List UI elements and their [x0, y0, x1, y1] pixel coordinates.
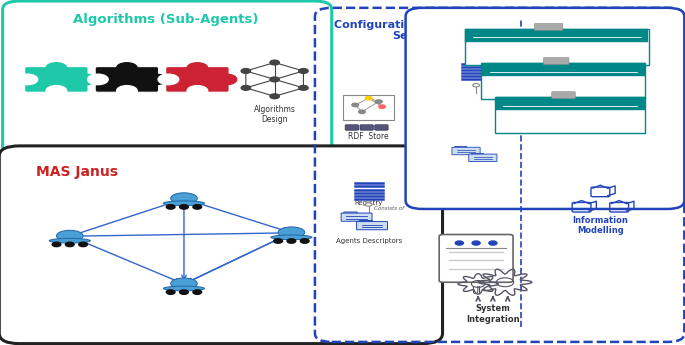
- Text: UI: UI: [471, 286, 481, 296]
- Circle shape: [375, 100, 382, 103]
- FancyBboxPatch shape: [95, 67, 159, 92]
- FancyBboxPatch shape: [469, 154, 497, 161]
- FancyBboxPatch shape: [551, 92, 575, 99]
- Text: Configuration & Execution
Service: Configuration & Execution Service: [334, 20, 498, 41]
- Circle shape: [270, 60, 279, 65]
- Circle shape: [456, 241, 463, 245]
- Ellipse shape: [271, 235, 312, 240]
- FancyBboxPatch shape: [375, 125, 388, 130]
- FancyBboxPatch shape: [359, 220, 373, 224]
- Circle shape: [489, 241, 497, 245]
- Circle shape: [166, 205, 175, 209]
- Text: Registry: Registry: [462, 81, 490, 87]
- FancyBboxPatch shape: [341, 213, 372, 221]
- Circle shape: [17, 74, 38, 85]
- Circle shape: [241, 86, 251, 90]
- Circle shape: [193, 205, 201, 209]
- Circle shape: [75, 74, 96, 85]
- FancyBboxPatch shape: [452, 147, 480, 155]
- Ellipse shape: [171, 193, 197, 204]
- FancyBboxPatch shape: [495, 98, 645, 133]
- FancyBboxPatch shape: [25, 67, 88, 92]
- Circle shape: [187, 86, 208, 96]
- Circle shape: [270, 77, 279, 82]
- Text: Consists of: Consists of: [482, 87, 512, 92]
- FancyBboxPatch shape: [345, 125, 358, 130]
- Circle shape: [116, 86, 137, 96]
- Circle shape: [365, 97, 372, 100]
- FancyBboxPatch shape: [465, 29, 648, 42]
- Text: Consists of: Consists of: [374, 206, 404, 211]
- FancyBboxPatch shape: [357, 221, 388, 230]
- FancyBboxPatch shape: [464, 29, 649, 65]
- Circle shape: [116, 63, 137, 73]
- Circle shape: [299, 69, 308, 73]
- Circle shape: [300, 239, 309, 243]
- Circle shape: [270, 94, 279, 99]
- Text: Algorithms (Sub-Agents): Algorithms (Sub-Agents): [73, 13, 259, 26]
- Text: Algorithms
Design: Algorithms Design: [253, 105, 295, 125]
- Text: Basyx: Basyx: [612, 20, 654, 33]
- Text: RDF  Store: RDF Store: [349, 132, 389, 141]
- FancyBboxPatch shape: [0, 146, 443, 344]
- Circle shape: [179, 205, 188, 209]
- Ellipse shape: [164, 286, 205, 291]
- Circle shape: [287, 239, 296, 243]
- Text: Information
Modelling: Information Modelling: [573, 216, 628, 235]
- Circle shape: [365, 203, 372, 206]
- FancyBboxPatch shape: [344, 212, 358, 215]
- Ellipse shape: [49, 238, 90, 243]
- FancyBboxPatch shape: [166, 67, 229, 92]
- Ellipse shape: [56, 230, 83, 241]
- Circle shape: [166, 290, 175, 294]
- FancyBboxPatch shape: [534, 23, 563, 30]
- Circle shape: [146, 74, 166, 85]
- Text: Agents Descriptors: Agents Descriptors: [336, 238, 402, 244]
- Circle shape: [187, 63, 208, 73]
- Text: AAS
Descriptor: AAS Descriptor: [460, 171, 493, 182]
- Circle shape: [179, 290, 188, 294]
- FancyBboxPatch shape: [495, 97, 645, 110]
- Circle shape: [473, 83, 480, 87]
- FancyBboxPatch shape: [3, 1, 332, 155]
- FancyBboxPatch shape: [439, 235, 513, 282]
- Circle shape: [46, 63, 66, 73]
- Circle shape: [352, 103, 358, 107]
- Circle shape: [46, 86, 66, 96]
- Circle shape: [66, 242, 74, 247]
- Circle shape: [193, 290, 201, 294]
- Circle shape: [274, 239, 282, 243]
- Circle shape: [472, 241, 480, 245]
- FancyBboxPatch shape: [482, 63, 645, 76]
- FancyBboxPatch shape: [471, 154, 484, 156]
- Circle shape: [358, 110, 365, 114]
- Circle shape: [88, 74, 108, 85]
- FancyBboxPatch shape: [455, 147, 466, 149]
- Circle shape: [241, 69, 251, 73]
- Circle shape: [216, 74, 237, 85]
- Circle shape: [379, 105, 386, 108]
- Text: MAS Janus: MAS Janus: [36, 165, 119, 179]
- Circle shape: [299, 86, 308, 90]
- FancyBboxPatch shape: [360, 125, 373, 130]
- FancyBboxPatch shape: [406, 8, 684, 209]
- Circle shape: [158, 74, 179, 85]
- FancyBboxPatch shape: [482, 63, 645, 99]
- Ellipse shape: [164, 201, 205, 206]
- Circle shape: [79, 242, 88, 247]
- FancyBboxPatch shape: [543, 58, 569, 65]
- Ellipse shape: [171, 278, 197, 289]
- Text: Registry: Registry: [354, 200, 383, 206]
- FancyBboxPatch shape: [343, 96, 394, 120]
- Text: System
Integration: System Integration: [466, 304, 520, 324]
- Circle shape: [52, 242, 61, 247]
- Ellipse shape: [278, 227, 305, 238]
